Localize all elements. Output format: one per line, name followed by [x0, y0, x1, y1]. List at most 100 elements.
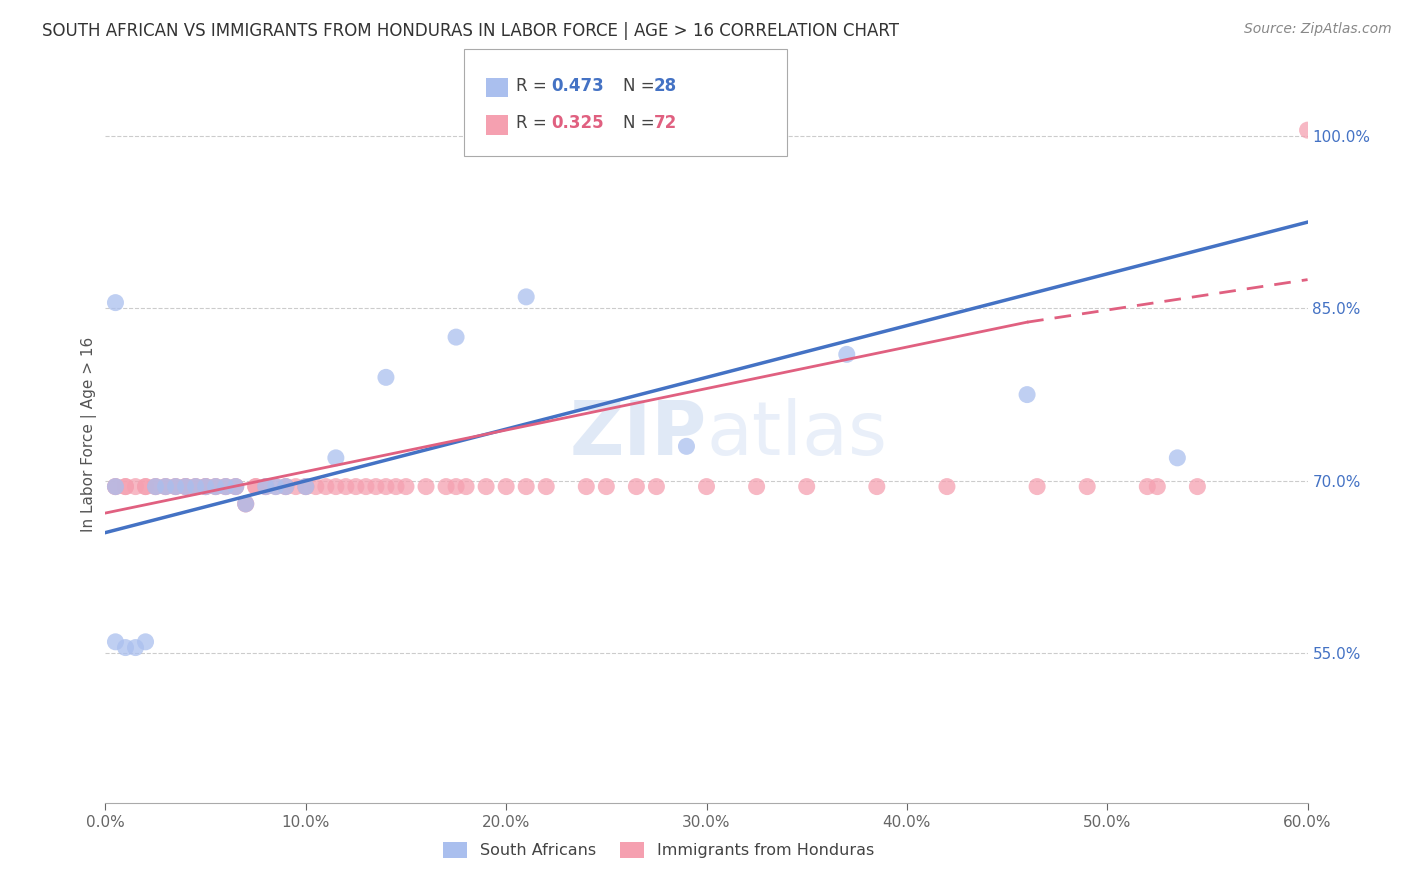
- Point: [104, 480, 127, 494]
- Point: [114, 480, 136, 494]
- Point: [194, 480, 217, 494]
- Point: [936, 480, 959, 494]
- Point: [696, 480, 718, 494]
- Text: 28: 28: [654, 77, 676, 95]
- Point: [315, 480, 337, 494]
- Point: [1026, 480, 1049, 494]
- Point: [305, 480, 328, 494]
- Point: [104, 295, 127, 310]
- Point: [104, 480, 127, 494]
- Point: [675, 439, 697, 453]
- Point: [364, 480, 387, 494]
- Point: [174, 480, 197, 494]
- Point: [645, 480, 668, 494]
- Point: [155, 480, 177, 494]
- Text: 0.325: 0.325: [551, 114, 603, 132]
- Point: [225, 480, 247, 494]
- Point: [395, 480, 418, 494]
- Point: [385, 480, 408, 494]
- Point: [124, 640, 146, 655]
- Text: SOUTH AFRICAN VS IMMIGRANTS FROM HONDURAS IN LABOR FORCE | AGE > 16 CORRELATION : SOUTH AFRICAN VS IMMIGRANTS FROM HONDURA…: [42, 22, 900, 40]
- Point: [124, 480, 146, 494]
- Point: [235, 497, 257, 511]
- Text: 72: 72: [654, 114, 678, 132]
- Point: [274, 480, 297, 494]
- Point: [174, 480, 197, 494]
- Text: ZIP: ZIP: [569, 399, 707, 471]
- Point: [1136, 480, 1159, 494]
- Point: [274, 480, 297, 494]
- Point: [245, 480, 267, 494]
- Point: [204, 480, 226, 494]
- Legend: South Africans, Immigrants from Honduras: South Africans, Immigrants from Honduras: [437, 836, 880, 864]
- Point: [835, 347, 858, 361]
- Point: [745, 480, 768, 494]
- Point: [264, 480, 287, 494]
- Point: [1296, 123, 1319, 137]
- Point: [295, 480, 318, 494]
- Point: [254, 480, 277, 494]
- Point: [194, 480, 217, 494]
- Point: [235, 497, 257, 511]
- Point: [1076, 480, 1098, 494]
- Point: [184, 480, 207, 494]
- Point: [335, 480, 357, 494]
- Point: [254, 480, 277, 494]
- Point: [155, 480, 177, 494]
- Point: [415, 480, 437, 494]
- Point: [866, 480, 889, 494]
- Y-axis label: In Labor Force | Age > 16: In Labor Force | Age > 16: [82, 337, 97, 533]
- Point: [444, 480, 467, 494]
- Point: [434, 480, 457, 494]
- Point: [104, 480, 127, 494]
- Point: [214, 480, 236, 494]
- Point: [295, 480, 318, 494]
- Point: [165, 480, 187, 494]
- Point: [344, 480, 367, 494]
- Point: [1017, 387, 1039, 401]
- Point: [595, 480, 617, 494]
- Point: [235, 497, 257, 511]
- Point: [104, 635, 127, 649]
- Point: [135, 480, 157, 494]
- Point: [1146, 480, 1168, 494]
- Point: [1166, 450, 1188, 465]
- Point: [354, 480, 377, 494]
- Point: [165, 480, 187, 494]
- Point: [264, 480, 287, 494]
- Point: [174, 480, 197, 494]
- Point: [796, 480, 818, 494]
- Point: [284, 480, 307, 494]
- Point: [475, 480, 498, 494]
- Point: [194, 480, 217, 494]
- Point: [325, 480, 347, 494]
- Text: atlas: atlas: [707, 399, 887, 471]
- Point: [274, 480, 297, 494]
- Text: N =: N =: [623, 77, 659, 95]
- Point: [214, 480, 236, 494]
- Point: [204, 480, 226, 494]
- Text: R =: R =: [516, 77, 553, 95]
- Point: [454, 480, 477, 494]
- Point: [245, 480, 267, 494]
- Point: [295, 480, 318, 494]
- Point: [626, 480, 648, 494]
- Point: [184, 480, 207, 494]
- Point: [444, 330, 467, 344]
- Point: [515, 290, 537, 304]
- Point: [145, 480, 167, 494]
- Point: [194, 480, 217, 494]
- Point: [204, 480, 226, 494]
- Text: Source: ZipAtlas.com: Source: ZipAtlas.com: [1244, 22, 1392, 37]
- Point: [155, 480, 177, 494]
- Text: R =: R =: [516, 114, 553, 132]
- Point: [184, 480, 207, 494]
- Point: [515, 480, 537, 494]
- Text: 0.473: 0.473: [551, 77, 605, 95]
- Point: [135, 480, 157, 494]
- Point: [145, 480, 167, 494]
- Text: N =: N =: [623, 114, 659, 132]
- Point: [374, 370, 398, 384]
- Point: [165, 480, 187, 494]
- Point: [254, 480, 277, 494]
